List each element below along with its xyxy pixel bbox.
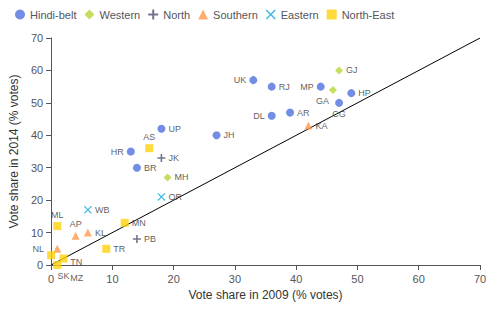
svg-text:MH: MH xyxy=(175,172,189,182)
svg-text:NL: NL xyxy=(33,244,45,254)
svg-text:TN: TN xyxy=(70,257,82,267)
svg-text:Hindi-belt: Hindi-belt xyxy=(30,9,76,21)
svg-text:AR: AR xyxy=(297,108,310,118)
svg-text:60: 60 xyxy=(31,64,43,76)
svg-text:10: 10 xyxy=(106,273,118,285)
svg-text:JK: JK xyxy=(168,153,179,163)
svg-text:40: 40 xyxy=(31,129,43,141)
svg-text:70: 70 xyxy=(474,273,486,285)
svg-text:MZ: MZ xyxy=(70,273,83,283)
svg-text:AS: AS xyxy=(143,132,155,142)
svg-text:ML: ML xyxy=(51,210,64,220)
svg-text:Western: Western xyxy=(99,9,140,21)
svg-text:0: 0 xyxy=(48,273,54,285)
svg-text:KL: KL xyxy=(95,228,106,238)
svg-text:UP: UP xyxy=(168,124,181,134)
svg-text:North: North xyxy=(163,9,190,21)
svg-text:CG: CG xyxy=(332,109,346,119)
svg-text:TR: TR xyxy=(113,244,125,254)
svg-text:20: 20 xyxy=(168,273,180,285)
svg-text:SK: SK xyxy=(57,271,69,281)
svg-text:50: 50 xyxy=(351,273,363,285)
svg-text:50: 50 xyxy=(31,97,43,109)
svg-text:OR: OR xyxy=(168,192,182,202)
svg-text:MN: MN xyxy=(132,218,146,228)
svg-text:60: 60 xyxy=(413,273,425,285)
svg-text:30: 30 xyxy=(31,162,43,174)
svg-text:HR: HR xyxy=(111,147,124,157)
svg-text:Eastern: Eastern xyxy=(281,9,319,21)
svg-text:PB: PB xyxy=(144,234,156,244)
svg-text:KA: KA xyxy=(315,121,327,131)
svg-text:70: 70 xyxy=(31,32,43,44)
svg-text:30: 30 xyxy=(229,273,241,285)
svg-text:WB: WB xyxy=(95,205,110,215)
svg-text:MP: MP xyxy=(300,82,314,92)
svg-text:BR: BR xyxy=(144,163,157,173)
svg-text:0: 0 xyxy=(37,259,43,271)
svg-text:JH: JH xyxy=(224,130,235,140)
svg-text:20: 20 xyxy=(31,194,43,206)
svg-text:HP: HP xyxy=(358,88,371,98)
svg-text:Vote share in 2009 (% votes): Vote share in 2009 (% votes) xyxy=(189,288,343,302)
svg-text:UK: UK xyxy=(234,75,247,85)
svg-text:Southern: Southern xyxy=(213,9,258,21)
svg-text:10: 10 xyxy=(31,227,43,239)
svg-text:DL: DL xyxy=(253,111,265,121)
svg-text:GJ: GJ xyxy=(346,65,358,75)
svg-text:RJ: RJ xyxy=(279,82,290,92)
svg-text:North-East: North-East xyxy=(342,9,395,21)
svg-text:GA: GA xyxy=(316,96,329,106)
svg-text:AP: AP xyxy=(70,219,82,229)
svg-text:40: 40 xyxy=(290,273,302,285)
svg-text:Vote share in 2014 (% votes): Vote share in 2014 (% votes) xyxy=(7,74,21,228)
